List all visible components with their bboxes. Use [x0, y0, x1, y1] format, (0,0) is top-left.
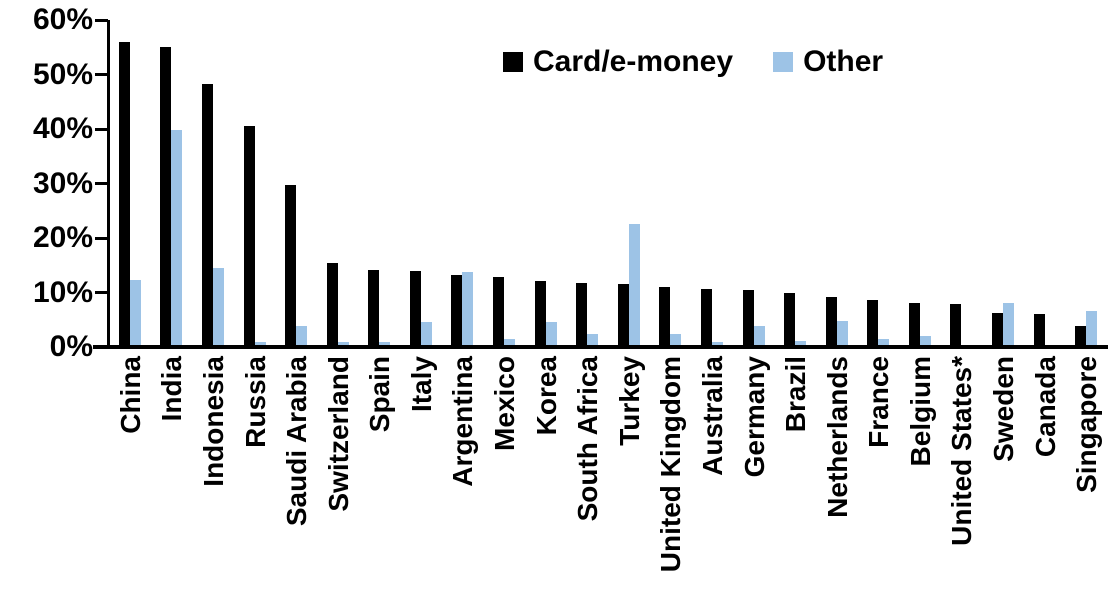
bar-card-e-money-sweden	[992, 313, 1004, 347]
legend-swatch-other	[773, 52, 794, 72]
x-axis-category-label-united-states: United States*	[946, 356, 978, 546]
x-axis-category-label-france: France	[863, 356, 895, 448]
x-axis-category-label-australia: Australia	[696, 356, 728, 476]
x-axis-category-label-spain: Spain	[364, 356, 396, 433]
legend-label-card-e-money: Card/e-money	[533, 45, 734, 78]
x-axis-category-label-turkey: Turkey	[613, 356, 645, 446]
bar-card-e-money-netherlands	[825, 296, 837, 347]
y-axis-tick-mark-10	[95, 291, 108, 294]
bar-card-e-money-saudi-arabia	[285, 184, 297, 347]
bar-card-e-money-russia	[243, 126, 255, 347]
y-axis-tick-label-40: 40%	[32, 112, 93, 145]
bar-card-e-money-united-kingdom	[659, 287, 671, 347]
bar-other-saudi-arabia	[296, 326, 308, 347]
bar-other-south-africa	[587, 334, 599, 347]
bar-card-e-money-brazil	[784, 293, 796, 347]
bar-other-indonesia	[212, 267, 224, 347]
x-axis-category-label-netherlands: Netherlands	[821, 356, 853, 518]
bar-card-e-money-indonesia	[201, 84, 213, 347]
bar-card-e-money-italy	[409, 270, 421, 347]
x-axis-category-label-saudi-arabia: Saudi Arabia	[281, 356, 313, 527]
bar-other-india	[171, 130, 183, 347]
x-axis-category-label-korea: Korea	[530, 356, 562, 436]
y-axis-tick-mark-60	[95, 18, 108, 22]
bar-other-france	[878, 338, 890, 347]
x-axis-category-label-india: India	[156, 356, 188, 422]
bar-other-russia	[254, 341, 266, 347]
x-axis-category-label-italy: Italy	[405, 356, 437, 413]
bar-card-e-money-korea	[534, 280, 546, 347]
y-axis-tick-mark-50	[95, 73, 108, 76]
bar-other-netherlands	[836, 320, 848, 347]
legend-swatch-card-e-money	[503, 52, 523, 72]
bar-other-sweden	[1003, 302, 1015, 347]
bar-other-mexico	[504, 339, 516, 347]
bar-other-brazil	[795, 341, 807, 347]
bar-other-australia	[711, 342, 723, 347]
x-axis-category-label-sweden: Sweden	[988, 356, 1020, 462]
y-axis-tick-label-10: 10%	[32, 275, 93, 309]
bar-other-china	[129, 279, 141, 347]
bar-card-e-money-germany	[742, 289, 754, 347]
bar-other-italy	[420, 321, 432, 347]
bar-other-switzerland	[337, 342, 349, 347]
y-axis-tick-label-60: 60%	[32, 3, 93, 36]
x-axis-category-label-china: China	[114, 356, 146, 434]
bar-other-korea	[545, 321, 557, 347]
x-axis-category-label-germany: Germany	[738, 356, 770, 478]
bar-other-belgium	[919, 336, 931, 347]
x-axis-category-label-belgium: Belgium	[904, 356, 936, 467]
x-axis-category-label-switzerland: Switzerland	[322, 356, 354, 512]
bar-card-e-money-china	[118, 41, 130, 347]
bar-card-e-money-canada	[1033, 314, 1045, 347]
x-axis-category-label-indonesia: Indonesia	[197, 356, 229, 487]
bar-card-e-money-spain	[368, 269, 380, 347]
bar-card-e-money-france	[867, 300, 879, 347]
bar-card-e-money-australia	[700, 288, 712, 347]
x-axis-line	[93, 345, 1108, 349]
y-axis-tick-mark-20	[95, 236, 108, 240]
bar-other-singapore	[1086, 311, 1098, 347]
y-axis-tick-label-30: 30%	[32, 166, 93, 200]
bar-card-e-money-south-africa	[576, 283, 588, 347]
x-axis-category-label-canada: Canada	[1029, 356, 1061, 458]
bar-card-e-money-united-states	[950, 303, 962, 347]
x-axis-category-label-united-kingdom: United Kingdom	[655, 356, 687, 573]
x-axis-category-label-south-africa: South Africa	[572, 356, 604, 522]
bar-other-germany	[753, 325, 765, 347]
bar-card-e-money-singapore	[1075, 325, 1087, 347]
x-axis-category-label-mexico: Mexico	[489, 356, 521, 451]
bar-card-e-money-turkey	[617, 283, 629, 347]
bar-other-turkey	[628, 224, 640, 347]
y-axis-tick-mark-40	[95, 127, 108, 131]
x-axis-category-label-singapore: Singapore	[1071, 356, 1103, 493]
legend: Card/e-money Other	[503, 47, 883, 77]
y-axis-tick-label-20: 20%	[32, 221, 93, 254]
bar-card-e-money-switzerland	[326, 262, 338, 347]
legend-item-card-e-money: Card/e-money	[503, 47, 733, 77]
x-axis-category-label-argentina: Argentina	[447, 356, 479, 487]
x-axis-category-label-brazil: Brazil	[780, 356, 812, 433]
legend-label-other: Other	[803, 45, 884, 78]
x-axis-category-label-russia: Russia	[239, 356, 271, 448]
y-axis-tick-mark-30	[95, 182, 108, 185]
y-axis-tick-label-50: 50%	[32, 57, 93, 91]
bar-card-e-money-mexico	[493, 276, 505, 347]
y-axis-line	[107, 20, 110, 347]
bar-other-spain	[379, 341, 391, 347]
legend-item-other: Other	[773, 47, 883, 77]
bar-other-argentina	[462, 271, 474, 347]
bar-card-e-money-belgium	[908, 302, 920, 347]
y-axis-tick-label-0: 0%	[49, 330, 93, 363]
bar-other-united-kingdom	[670, 334, 682, 347]
bar-card-e-money-india	[160, 47, 172, 347]
bar-card-e-money-argentina	[451, 274, 463, 347]
